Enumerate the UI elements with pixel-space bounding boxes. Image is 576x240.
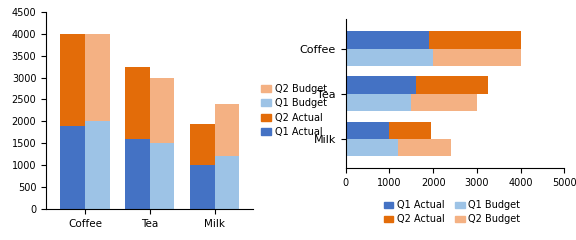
Bar — [125, 139, 150, 209]
Bar — [346, 31, 429, 48]
Bar — [346, 48, 433, 66]
Bar — [190, 165, 215, 209]
Bar — [429, 31, 521, 48]
Bar — [215, 156, 239, 209]
Bar — [346, 121, 389, 139]
Bar — [346, 77, 416, 94]
Bar — [60, 34, 85, 126]
Legend: Q1 Actual, Q2 Actual, Q1 Budget, Q2 Budget: Q1 Actual, Q2 Actual, Q1 Budget, Q2 Budg… — [380, 197, 525, 228]
Bar — [85, 121, 109, 209]
Bar — [389, 121, 431, 139]
Bar — [433, 48, 521, 66]
Bar — [125, 67, 150, 139]
Bar — [60, 126, 85, 209]
Bar — [416, 77, 488, 94]
Bar — [346, 139, 398, 156]
Bar — [150, 143, 175, 209]
Bar — [150, 78, 175, 143]
Legend: Q2 Budget, Q1 Budget, Q2 Actual, Q1 Actual: Q2 Budget, Q1 Budget, Q2 Actual, Q1 Actu… — [258, 81, 329, 140]
Bar — [190, 124, 215, 165]
Bar — [411, 94, 477, 111]
Bar — [215, 104, 239, 156]
Bar — [85, 34, 109, 121]
Bar — [346, 94, 411, 111]
Bar — [398, 139, 450, 156]
